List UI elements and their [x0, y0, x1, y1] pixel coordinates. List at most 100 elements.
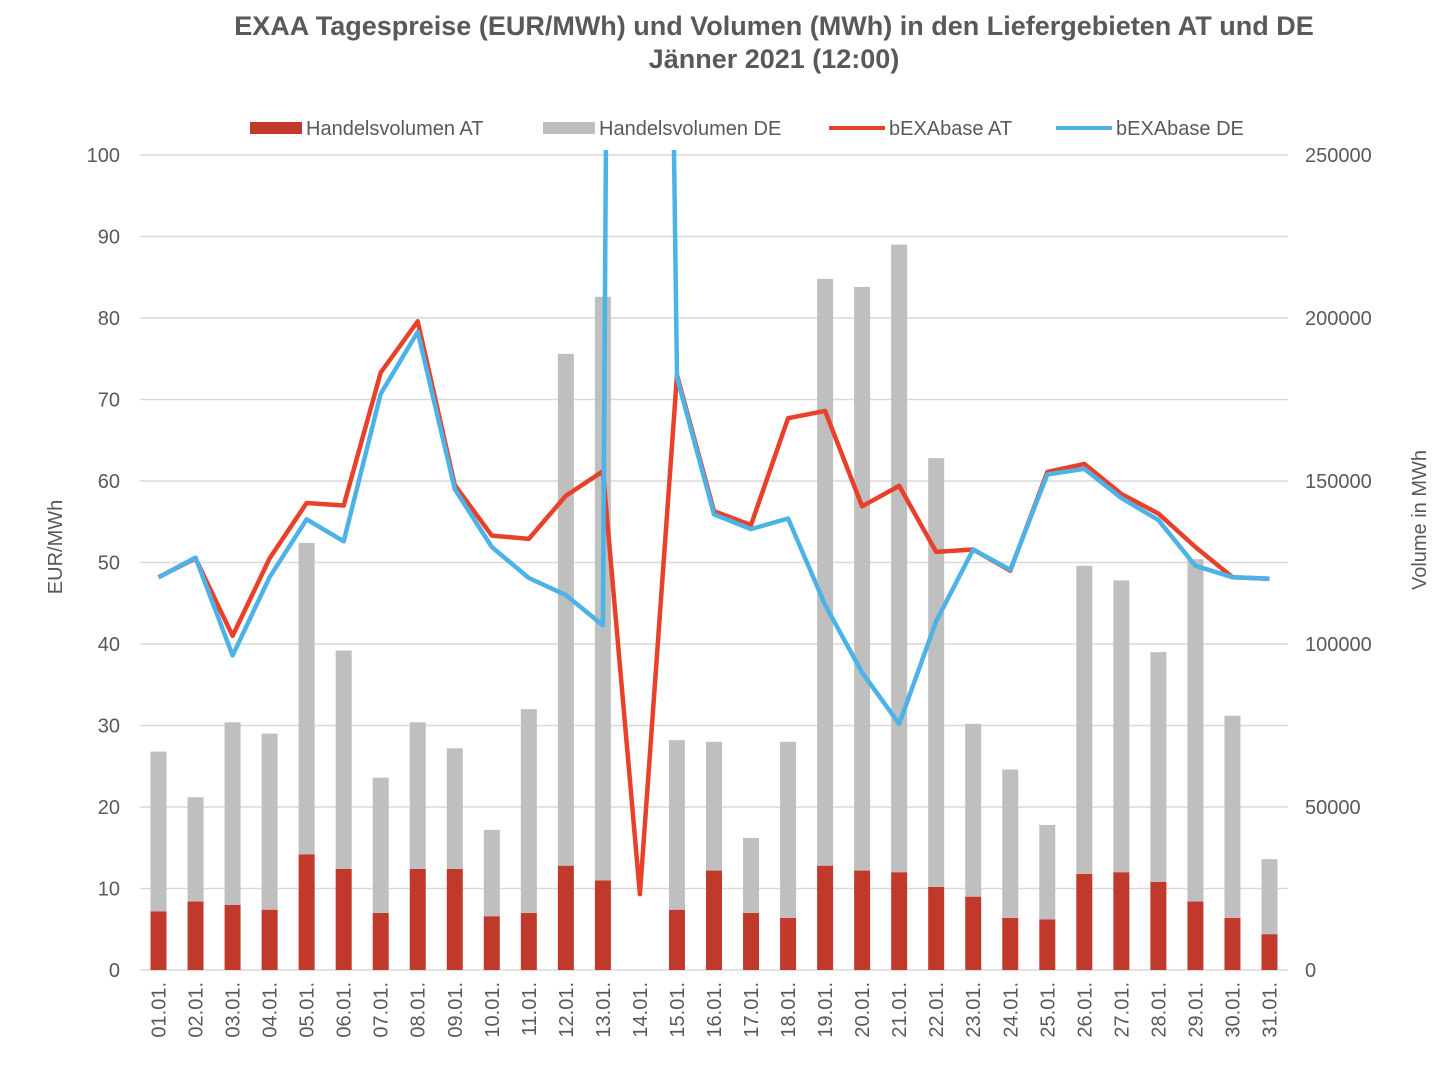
bar-handelsvolumen-de: [261, 733, 278, 910]
x-tick-label: 06.01.: [334, 982, 356, 1038]
bar-handelsvolumen-at: [1261, 934, 1278, 970]
bar-handelsvolumen-at: [1076, 873, 1093, 970]
bar-handelsvolumen-at: [780, 917, 797, 970]
bar-handelsvolumen-at: [409, 868, 426, 970]
bar-handelsvolumen-at: [1224, 917, 1241, 970]
x-tick-label: 12.01.: [556, 982, 578, 1038]
legend-swatch: [543, 122, 595, 134]
legend-item-handelsvolumen-de: Handelsvolumen DE: [543, 118, 781, 140]
bar-handelsvolumen-de: [668, 740, 685, 910]
bar-handelsvolumen-at: [446, 868, 463, 970]
bar-handelsvolumen-de: [891, 244, 908, 873]
y-tick-left-label: 80: [98, 308, 120, 330]
bar-handelsvolumen-de: [854, 287, 871, 871]
bar-handelsvolumen-at: [1002, 917, 1019, 970]
y-tick-left-label: 100: [87, 145, 120, 167]
bar-handelsvolumen-de: [224, 722, 241, 905]
x-tick-label: 26.01.: [1074, 982, 1096, 1038]
bar-handelsvolumen-at: [928, 886, 945, 970]
bar-handelsvolumen-at: [743, 912, 760, 970]
bar-handelsvolumen-de: [1224, 715, 1241, 918]
y-tick-left-label: 20: [98, 797, 120, 819]
bar-handelsvolumen-de: [1039, 824, 1056, 920]
bar-handelsvolumen-de: [409, 722, 426, 869]
legend-item-bexabase-de: bEXAbase DE: [1056, 118, 1244, 140]
y-axis-right-title: Volume in MWh: [1409, 450, 1431, 590]
y-tick-right-label: 250000: [1305, 145, 1372, 167]
legend-label: Handelsvolumen DE: [599, 118, 781, 140]
chart-subtitle: Jänner 2021 (12:00): [649, 44, 900, 74]
x-tick-label: 17.01.: [741, 982, 763, 1038]
y-tick-right-label: 50000: [1305, 797, 1361, 819]
x-tick-label: 29.01.: [1185, 982, 1207, 1038]
y-tick-left-label: 90: [98, 227, 120, 249]
bar-handelsvolumen-de: [817, 278, 834, 866]
y-tick-left-label: 40: [98, 634, 120, 656]
x-tick-label: 05.01.: [297, 982, 319, 1038]
x-tick-label: 27.01.: [1111, 982, 1133, 1038]
y-tick-left-label: 50: [98, 553, 120, 575]
y-axis-left-ticks: 0 10 20 30 40 50 60 70 80 90 100: [87, 145, 120, 982]
x-tick-label: 09.01.: [445, 982, 467, 1038]
x-tick-label: 20.01.: [852, 982, 874, 1038]
x-tick-label: 25.01.: [1037, 982, 1059, 1038]
legend-swatch: [250, 122, 302, 134]
bar-handelsvolumen-de: [372, 777, 389, 913]
x-tick-label: 28.01.: [1148, 982, 1170, 1038]
line-bexabase-de: [157, 149, 1270, 727]
y-tick-right-label: 0: [1305, 960, 1316, 982]
bar-handelsvolumen-at: [187, 901, 204, 970]
x-tick-label: 14.01.: [630, 982, 652, 1038]
bar-handelsvolumen-at: [1150, 881, 1167, 970]
x-tick-label: 30.01.: [1222, 982, 1244, 1038]
legend-label: bEXAbase AT: [889, 118, 1012, 140]
y-tick-left-label: 30: [98, 716, 120, 738]
bar-handelsvolumen-de: [335, 650, 352, 869]
bar-handelsvolumen-de: [520, 709, 537, 913]
y-tick-right-label: 100000: [1305, 634, 1372, 656]
x-tick-label: 24.01.: [1000, 982, 1022, 1038]
y-axis-right-ticks: 0 50000 100000 150000 200000 250000: [1305, 145, 1372, 982]
bar-handelsvolumen-de: [1150, 652, 1167, 882]
y-tick-right-label: 200000: [1305, 308, 1372, 330]
x-tick-label: 11.01.: [519, 982, 541, 1036]
bar-handelsvolumen-at: [335, 868, 352, 970]
bar-handelsvolumen-de: [298, 542, 315, 855]
y-tick-left-label: 10: [98, 879, 120, 901]
bar-handelsvolumen-at: [483, 916, 500, 970]
bar-handelsvolumen-at: [261, 909, 278, 970]
x-tick-label: 31.01.: [1259, 982, 1281, 1038]
bar-handelsvolumen-de: [743, 837, 760, 913]
x-tick-label: 21.01.: [889, 982, 911, 1038]
chart-title: EXAA Tagespreise (EUR/MWh) und Volumen (…: [234, 11, 1314, 41]
y-axis-left-title: EUR/MWh: [45, 500, 67, 594]
bar-handelsvolumen-de: [1113, 580, 1130, 873]
x-tick-label: 04.01.: [260, 982, 282, 1038]
bar-handelsvolumen-de: [150, 751, 167, 912]
x-tick-label: 15.01.: [667, 982, 689, 1038]
bar-handelsvolumen-de: [928, 458, 945, 887]
bar-handelsvolumen-de: [780, 741, 797, 918]
legend-item-bexabase-at: bEXAbase AT: [829, 118, 1012, 140]
bar-handelsvolumen-at: [817, 865, 834, 970]
x-tick-label: 08.01.: [408, 982, 430, 1038]
y-tick-left-label: 70: [98, 390, 120, 412]
x-tick-label: 18.01.: [778, 982, 800, 1038]
bar-handelsvolumen-de: [706, 741, 722, 871]
bar-handelsvolumen-at: [150, 911, 167, 970]
bar-handelsvolumen-at: [594, 880, 611, 970]
bar-handelsvolumen-de: [483, 829, 500, 917]
bars: [150, 244, 1278, 970]
bar-handelsvolumen-at: [298, 854, 315, 970]
bar-handelsvolumen-at: [520, 912, 537, 970]
y-tick-left-label: 0: [109, 960, 120, 982]
x-tick-label: 10.01.: [482, 982, 504, 1038]
bar-handelsvolumen-at: [706, 870, 722, 970]
x-tick-label: 03.01.: [223, 982, 245, 1038]
x-tick-label: 23.01.: [963, 982, 985, 1038]
bar-handelsvolumen-de: [1261, 859, 1278, 935]
bar-handelsvolumen-at: [891, 872, 908, 970]
bar-handelsvolumen-de: [446, 748, 463, 869]
